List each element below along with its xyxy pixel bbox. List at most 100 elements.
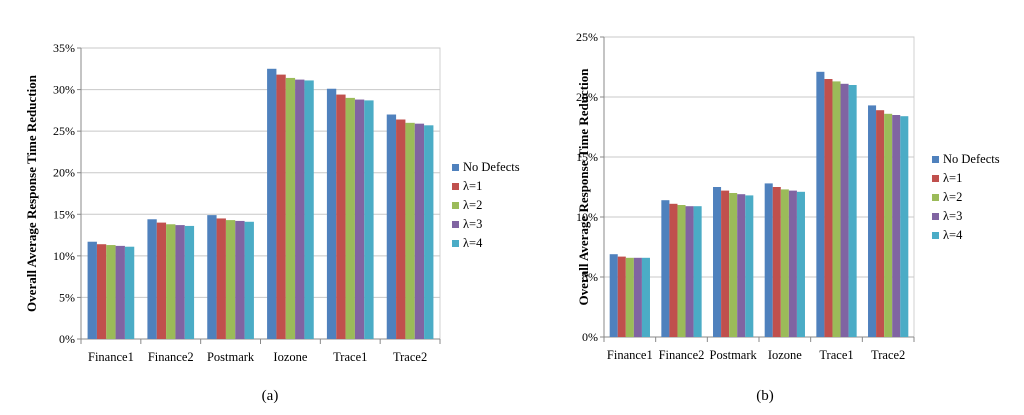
bar [796, 191, 805, 337]
bar [693, 206, 702, 337]
legend-label: λ=2 [463, 198, 482, 212]
bar [633, 257, 642, 337]
legend-swatch [932, 194, 939, 201]
bar [764, 183, 773, 337]
legend-label: λ=1 [943, 171, 962, 185]
bar [713, 187, 722, 337]
bar [745, 195, 754, 337]
legend-label: λ=3 [463, 217, 482, 231]
bar [124, 246, 135, 339]
legend-swatch [452, 164, 459, 171]
bar [868, 105, 877, 338]
y-tick-label: 5% [59, 290, 75, 304]
bar [87, 241, 97, 339]
y-tick-label: 25% [576, 30, 598, 44]
bar [900, 116, 909, 337]
plot-area [80, 47, 441, 340]
legend-label: λ=2 [943, 190, 962, 204]
legend-label: No Defects [463, 160, 520, 174]
bar-chart-a: 0% 5% 10% 15% 20% 25% 30% 35% Finance1 Finance2 Po… [24, 41, 520, 364]
x-tick-label: Finance2 [148, 350, 194, 364]
legend-label: λ=4 [463, 236, 483, 250]
y-tick-label: 35% [53, 41, 75, 55]
x-tick-label: Finance1 [88, 350, 134, 364]
legend-swatch [452, 221, 459, 228]
bar [304, 80, 314, 339]
bar [386, 114, 397, 339]
bar [285, 77, 296, 339]
caption-a: (a) [261, 388, 279, 404]
bar [225, 220, 236, 339]
y-axis-label: Overall Average Response Time Reduction [576, 68, 591, 306]
legend-swatch [932, 213, 939, 220]
bar [876, 110, 885, 337]
bar [780, 189, 789, 337]
chart-panel-b: 0% 5% 10% 15% 20% 25% Finance1 Finance2 Postmark… [512, 0, 1024, 415]
bar [641, 257, 650, 337]
bar [235, 220, 245, 339]
legend-label: λ=4 [943, 228, 963, 242]
bar [345, 97, 355, 339]
legend-swatch [452, 202, 459, 209]
bar [617, 256, 626, 337]
bar [625, 257, 634, 337]
bar [276, 74, 286, 339]
x-tick-label: Iozone [768, 348, 802, 362]
y-tick-label: 25% [53, 124, 75, 138]
bar [661, 200, 670, 337]
y-tick-label: 10% [53, 249, 75, 263]
bar [721, 190, 730, 337]
bar [788, 190, 797, 337]
legend-label: No Defects [943, 152, 1000, 166]
bar-chart-b: 0% 5% 10% 15% 20% 25% Finance1 Finance2 Postmark… [576, 30, 1000, 362]
bar [824, 79, 833, 337]
bar [166, 224, 176, 339]
x-tick-label: Trace1 [333, 350, 367, 364]
bar [115, 245, 125, 339]
y-tick-label: 15% [53, 207, 75, 221]
bar [414, 123, 425, 339]
y-tick-label: 20% [576, 90, 598, 104]
legend-swatch [932, 156, 939, 163]
bar [424, 125, 434, 339]
y-axis-label: Overall Average Response Time Reduction [24, 74, 39, 312]
bar [892, 115, 901, 337]
bar [267, 68, 277, 340]
bar [729, 193, 738, 337]
bar [609, 254, 618, 337]
bar [156, 222, 167, 339]
bar [295, 79, 305, 339]
bar [737, 194, 746, 337]
bar [405, 122, 415, 339]
x-tick-label: Trace2 [393, 350, 427, 364]
bar [677, 205, 686, 337]
legend-swatch [932, 175, 939, 182]
legend-swatch [452, 183, 459, 190]
bar [207, 215, 217, 339]
bar [364, 100, 374, 339]
bar [832, 81, 841, 338]
caption-b: (b) [756, 388, 774, 404]
bar [354, 99, 365, 339]
bar [848, 85, 857, 337]
legend-swatch [932, 232, 939, 239]
x-tick-label: Trace2 [871, 348, 905, 362]
y-tick-label: 20% [53, 166, 75, 180]
y-tick-label: 5% [582, 270, 598, 284]
bar [772, 187, 781, 337]
y-tick-label: 10% [576, 210, 598, 224]
x-tick-label: Postmark [207, 350, 255, 364]
bar [96, 244, 107, 339]
bar [336, 94, 346, 339]
bar [244, 221, 254, 339]
bar [884, 113, 893, 337]
bar [175, 225, 185, 339]
bar [669, 203, 678, 337]
y-tick-label: 30% [53, 83, 75, 97]
bar [326, 88, 337, 340]
y-tick-label: 0% [582, 330, 598, 344]
legend-label: λ=3 [943, 209, 962, 223]
bar [216, 218, 226, 339]
bar [396, 119, 406, 339]
chart-panel-a: 0% 5% 10% 15% 20% 25% 30% 35% Finance1 Finance2 Po… [24, 41, 520, 404]
